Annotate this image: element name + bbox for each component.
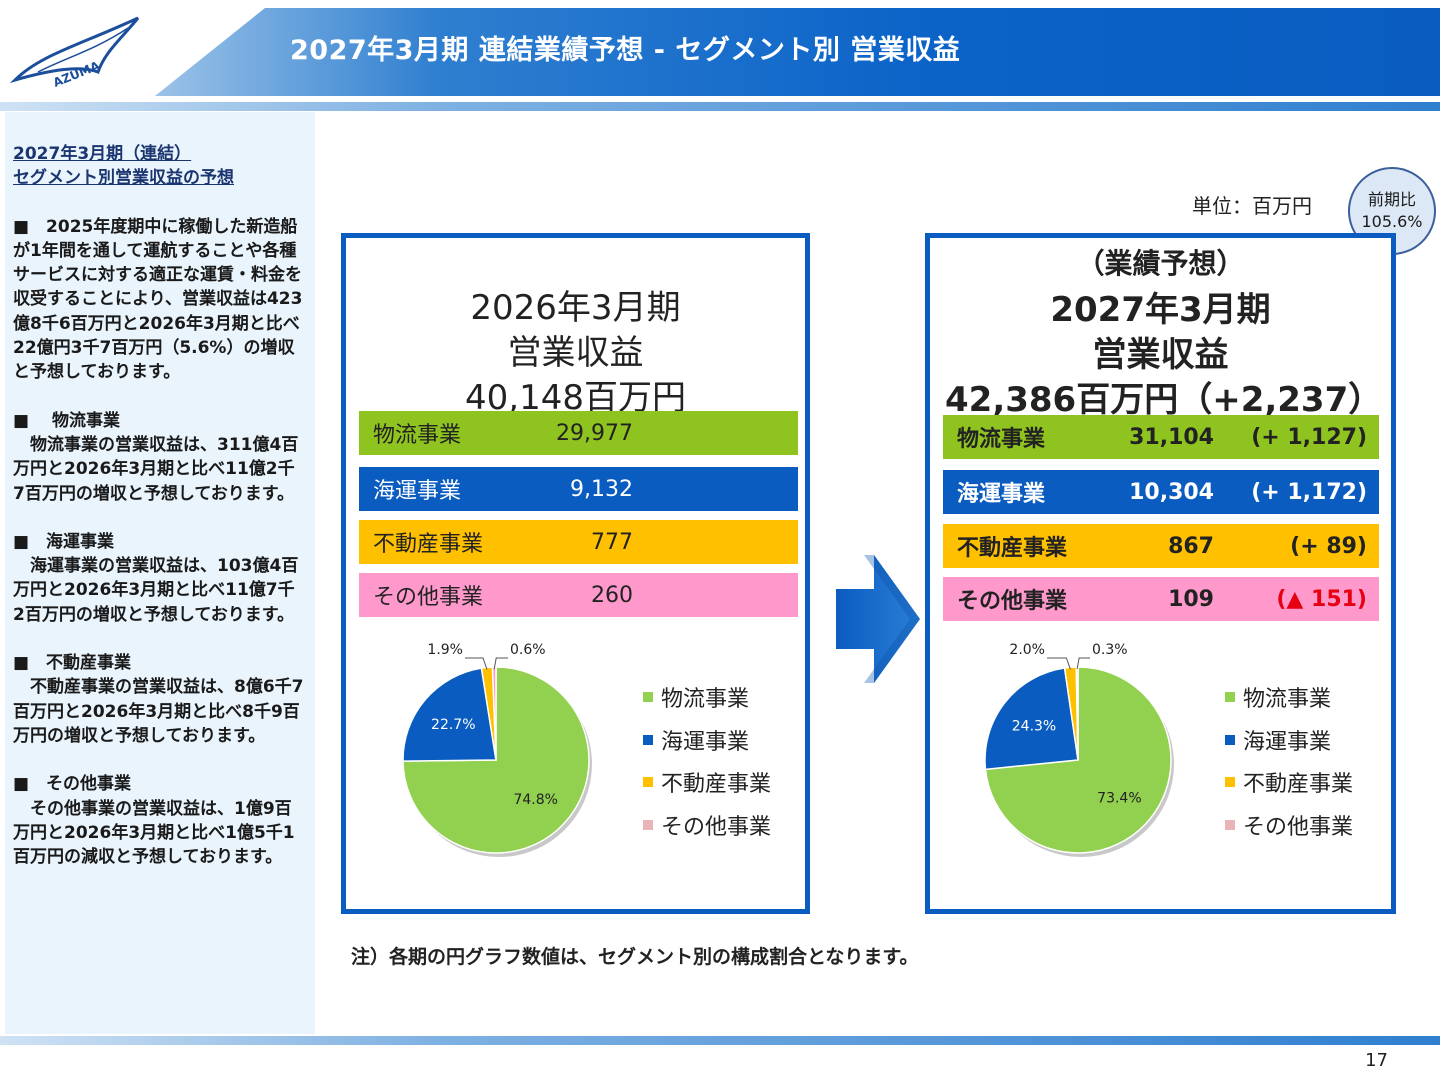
right-period: 2027年3月期	[1050, 290, 1271, 330]
ratio-label: 前期比	[1367, 190, 1416, 209]
sidebar	[5, 112, 315, 1034]
pie-label-logistics: 73.4%	[1097, 790, 1141, 806]
left-period: 2026年3月期	[470, 288, 681, 328]
left-segment-shipping: 海運事業 9,132	[359, 467, 798, 511]
pie-label-logistics: 74.8%	[513, 792, 557, 808]
panel-fy2027-forecast: （業績予想） 2027年3月期 営業収益 42,386百万円（+2,237） 物…	[925, 233, 1396, 914]
pie-label-shipping: 24.3%	[1012, 719, 1056, 735]
pie-slice-shipping	[402, 667, 497, 762]
legend-item-realestate: 不動産事業	[643, 761, 771, 804]
legend-item-other: その他事業	[1225, 804, 1353, 847]
pie-label-shipping: 22.7%	[431, 717, 475, 733]
right-total: 42,386百万円（+2,237）	[945, 380, 1383, 420]
pie-slice-logistics	[402, 666, 590, 854]
sidebar-paragraph-other: ■ その他事業 その他事業の営業収益は、1億9百万円と2026年3月期と比べ1億…	[13, 774, 295, 868]
legend-item-logistics: 物流事業	[1225, 676, 1353, 719]
panel-fy2026: 2026年3月期 営業収益 40,148百万円 物流事業 29,977 海運事業…	[341, 233, 810, 914]
sidebar-paragraph-summary: ■ 2025年度期中に稼働した新造船が1年間を通して運航することや各種サービスに…	[13, 216, 303, 383]
right-legend: 物流事業 海運事業 不動産事業 その他事業	[1225, 676, 1353, 846]
footer-divider	[0, 1036, 1440, 1045]
right-segment-shipping: 海運事業 10,304 (+ 1,172)	[943, 470, 1379, 514]
legend-item-shipping: 海運事業	[1225, 719, 1353, 762]
legend-item-logistics: 物流事業	[643, 676, 771, 719]
legend-item-realestate: 不動産事業	[1225, 761, 1353, 804]
ratio-value: 105.6%	[1361, 212, 1423, 231]
azuma-logo: AZUMA	[10, 16, 140, 90]
legend-item-other: その他事業	[643, 804, 771, 847]
page-title: 2027年3月期 連結業績予想 - セグメント別 営業収益	[290, 35, 961, 66]
left-legend: 物流事業 海運事業 不動産事業 その他事業	[643, 676, 771, 846]
page-number: 17	[1365, 1050, 1388, 1071]
legend-item-shipping: 海運事業	[643, 719, 771, 762]
pie-chart-fy2026: 74.8% 22.7% 1.9% 0.6%	[402, 642, 592, 857]
sidebar-paragraph-realestate: ■ 不動産事業 不動産事業の営業収益は、8億6千7百万円と2026年3月期と比べ…	[13, 653, 304, 746]
left-segment-logistics: 物流事業 29,977	[359, 411, 798, 455]
left-label: 営業収益	[507, 333, 644, 373]
right-forecast-tag: （業績予想）	[1076, 247, 1245, 280]
pie-label-realestate: 1.9%	[427, 642, 463, 658]
header-band	[155, 8, 1440, 96]
footnote: 注）各期の円グラフ数値は、セグメント別の構成割合となります。	[351, 946, 919, 968]
pie-leader-realestate	[465, 657, 488, 670]
header: AZUMA 2027年3月期 連結業績予想 - セグメント別 営業収益	[0, 0, 1440, 111]
sidebar-paragraph-shipping: ■ 海運事業 海運事業の営業収益は、103億4百万円と2026年3月期と比べ11…	[13, 531, 299, 625]
right-segment-other: その他事業 109 (▲ 151)	[943, 577, 1379, 621]
pie-chart-fy2027: 73.4% 24.3% 2.0% 0.3%	[984, 642, 1174, 857]
right-segment-realestate: 不動産事業 867 (+ 89)	[943, 524, 1379, 568]
pie-label-other: 0.6%	[510, 642, 546, 658]
left-segment-other: その他事業 260	[359, 573, 798, 617]
pie-label-realestate: 2.0%	[1009, 642, 1045, 658]
left-segment-realestate: 不動産事業 777	[359, 520, 798, 564]
pie-label-other: 0.3%	[1092, 642, 1128, 658]
arrow-right-icon	[836, 555, 920, 683]
sidebar-paragraph-logistics: ■ 物流事業 物流事業の営業収益は、311億4百万円と2026年3月期と比べ11…	[13, 410, 299, 504]
sidebar-title: 2027年3月期（連結） セグメント別営業収益の予想	[13, 144, 234, 189]
right-segment-logistics: 物流事業 31,104 (+ 1,127)	[943, 415, 1379, 459]
header-divider	[0, 102, 1440, 111]
pie-slice-shipping	[984, 667, 1079, 771]
pie-leader-other	[1076, 657, 1090, 670]
pie-leader-other	[493, 657, 508, 670]
right-label: 営業収益	[1092, 335, 1229, 375]
unit-label: 単位：百万円	[1192, 194, 1312, 218]
sidebar-text: 2027年3月期（連結） セグメント別営業収益の予想 ■ 2025年度期中に稼働…	[13, 142, 305, 869]
pie-leader-realestate	[1047, 657, 1071, 670]
